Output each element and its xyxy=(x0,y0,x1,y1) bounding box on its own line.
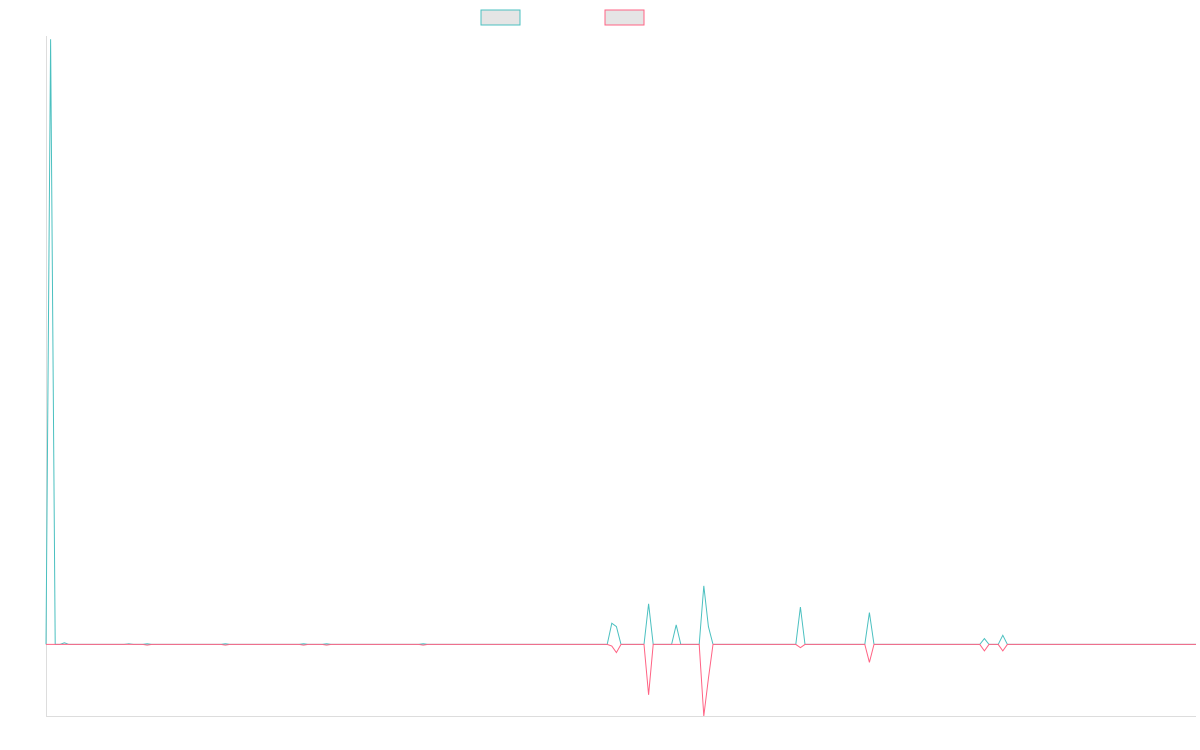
series-layer xyxy=(45,39,1196,717)
series-line-2 xyxy=(46,643,1196,717)
series-line-1 xyxy=(45,39,1196,645)
legend-swatch-1[interactable] xyxy=(480,9,521,26)
axes xyxy=(46,36,1196,717)
legend-swatch-2[interactable] xyxy=(604,9,645,26)
legend[interactable] xyxy=(480,9,645,26)
